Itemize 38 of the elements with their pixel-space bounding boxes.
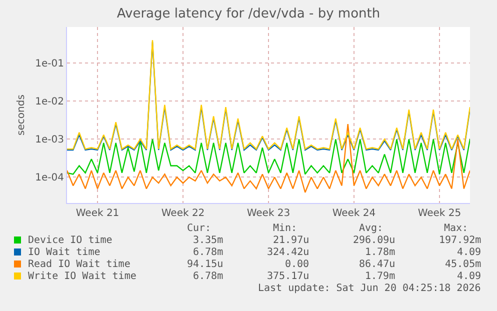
text: 197.92m: [439, 235, 482, 246]
text: 324.42u: [267, 247, 310, 258]
y-tick-label: 1e-02: [35, 96, 64, 108]
legend-label: IO Wait time: [28, 247, 100, 258]
y-tick-label: 1e-03: [35, 134, 64, 146]
x-tick-label: Week 22: [161, 208, 205, 219]
text: 86.47u: [359, 259, 396, 270]
text: 375.17u: [267, 271, 310, 282]
text: 3.35m: [193, 235, 224, 246]
text: 4.09: [457, 271, 482, 282]
text: 4.09: [457, 247, 482, 258]
text: 45.05m: [445, 259, 482, 270]
legend-label: Write IO Wait time: [28, 271, 136, 282]
x-tick-label: Week 24: [332, 208, 376, 219]
x-tick-label: Week 25: [418, 208, 462, 219]
text: Max:: [444, 223, 468, 234]
chart-title: Average latency for /dev/vda - by month: [116, 6, 380, 22]
line-series: [67, 123, 470, 193]
line-series: [67, 138, 470, 175]
text: 6.78m: [193, 271, 224, 282]
x-tick-label: Week 21: [76, 208, 120, 219]
text: 6.78m: [193, 247, 224, 258]
legend-label: Device IO time: [28, 235, 112, 246]
legend-label: Read IO Wait time: [28, 259, 130, 270]
y-axis-title: seconds: [16, 94, 28, 136]
text: Last update: Sat Jun 20 04:25:18 2026: [258, 283, 481, 294]
y-tick-label: 1e-01: [35, 58, 64, 70]
x-tick-label: Week 23: [246, 208, 290, 219]
y-tick-label: 1e-04: [35, 172, 64, 184]
text: 296.09u: [353, 235, 396, 246]
text: 21.97u: [273, 235, 310, 246]
text: 1.78m: [365, 247, 396, 258]
text: Min:: [273, 223, 298, 234]
text: Cur:: [187, 223, 212, 234]
text: Avg:: [359, 223, 384, 234]
text: 1.79m: [365, 271, 396, 282]
text: 94.15u: [187, 259, 224, 270]
text: 0.00: [285, 259, 310, 270]
